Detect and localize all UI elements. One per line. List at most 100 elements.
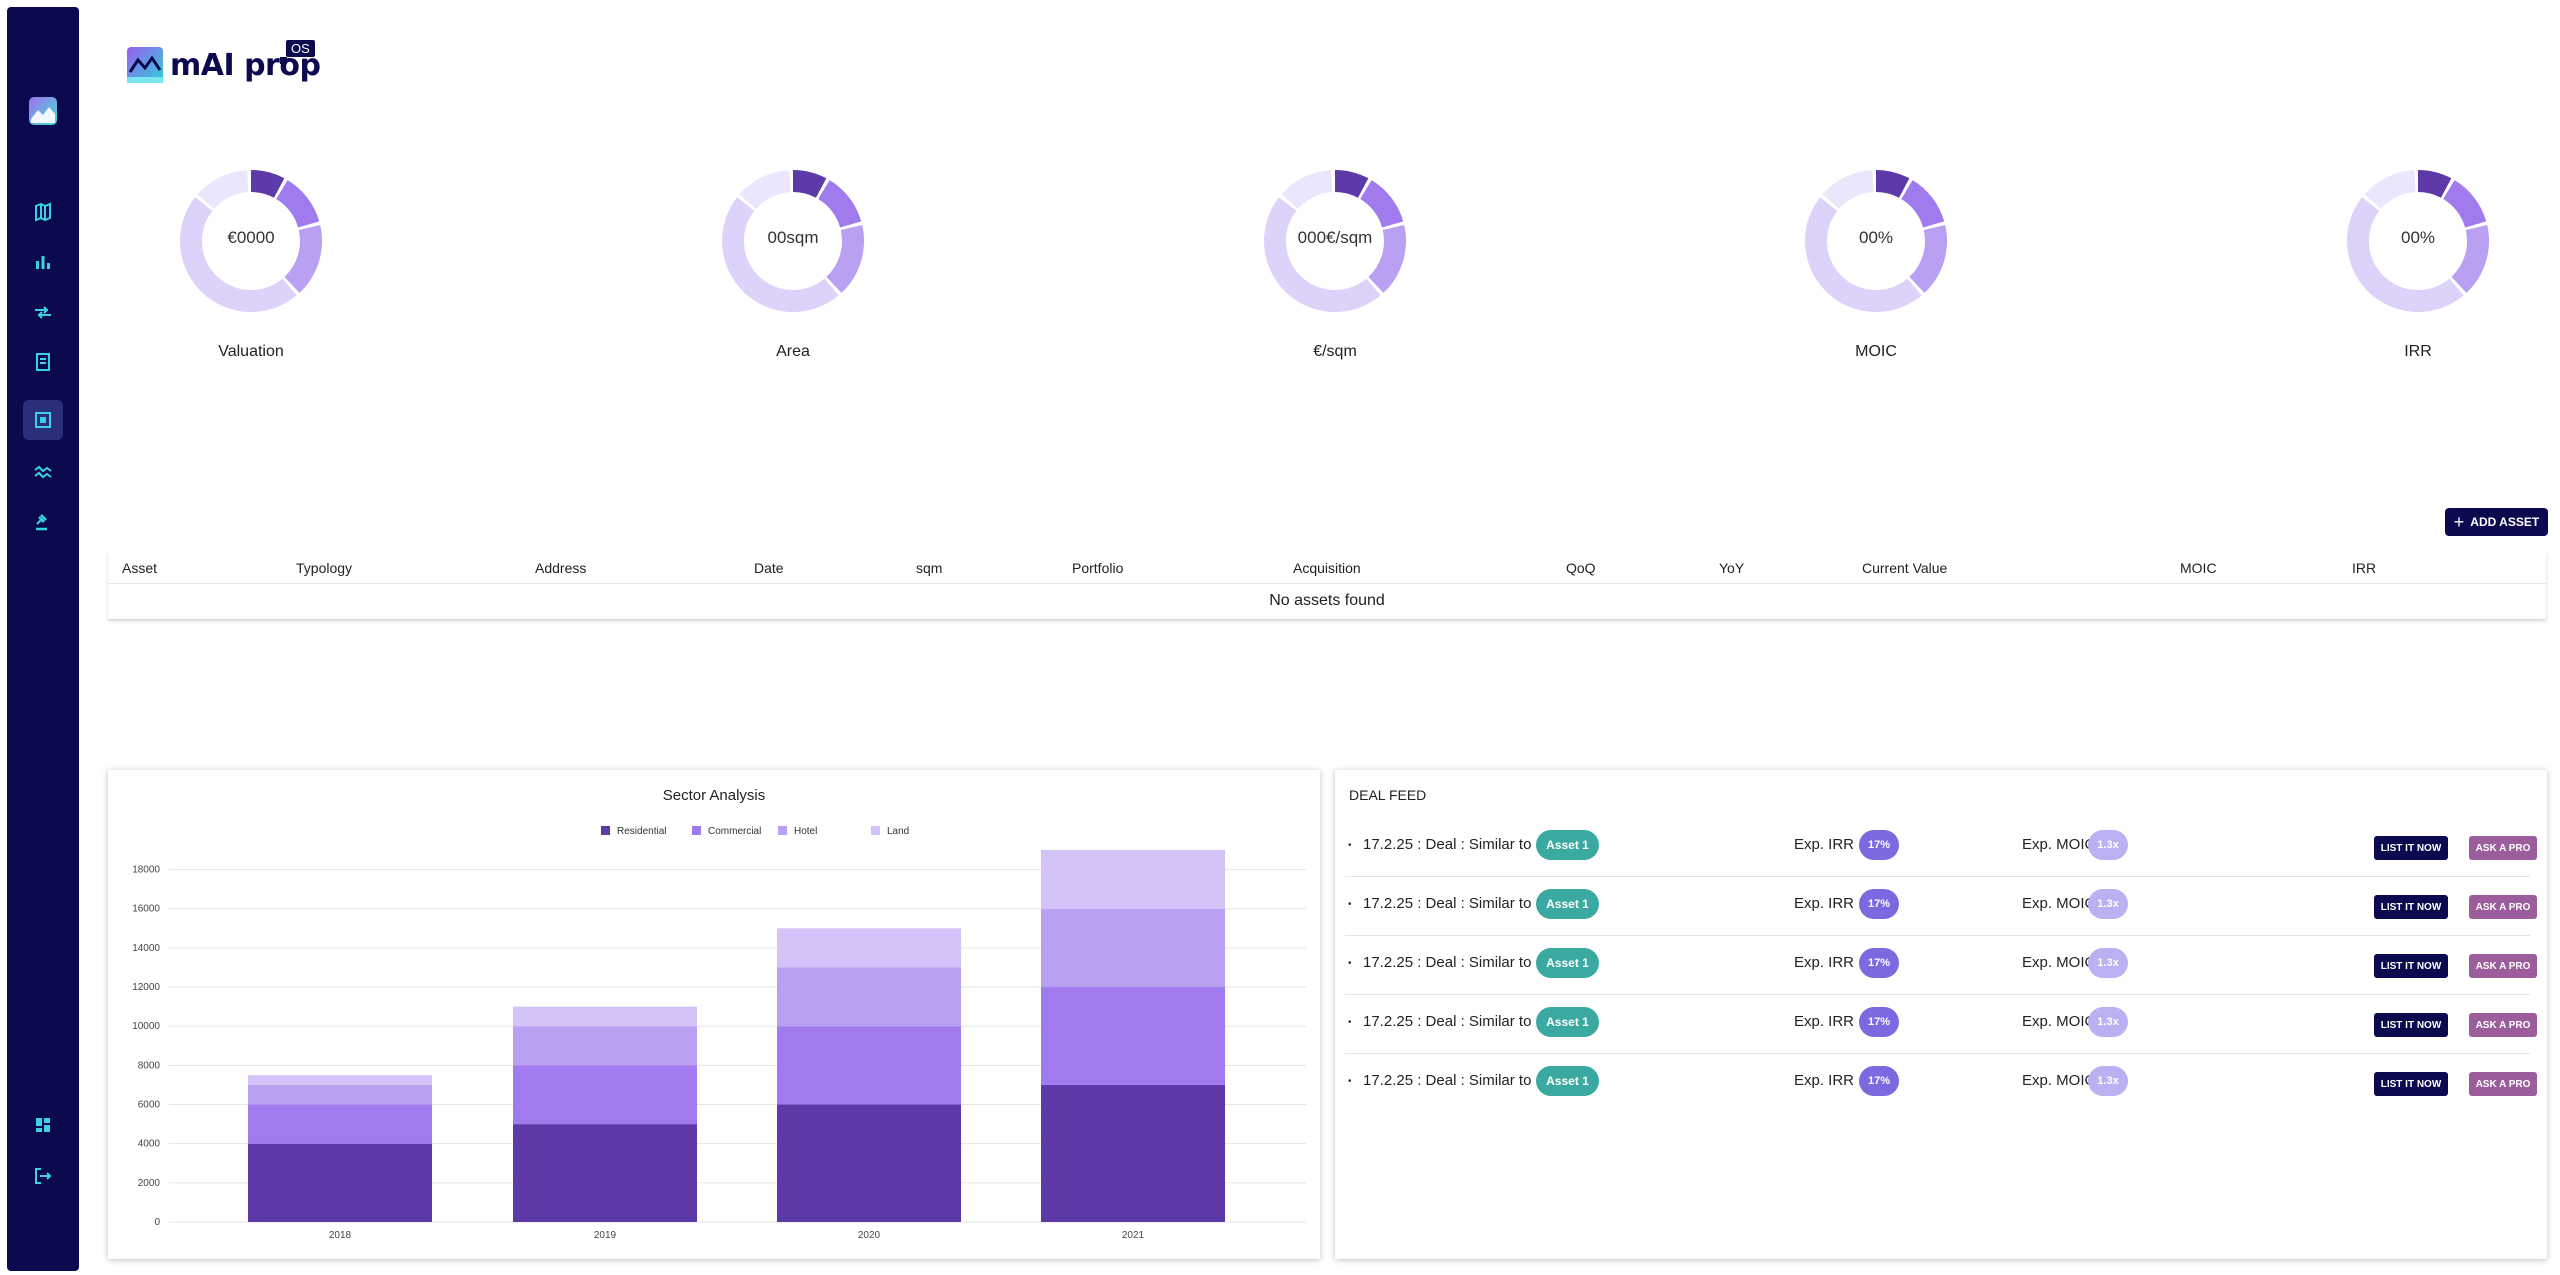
exp-irr-label: Exp. IRR : bbox=[1794, 954, 1863, 971]
kpi-donut bbox=[722, 170, 864, 312]
brand-badge: OS bbox=[286, 40, 315, 57]
legend-label-residential: Residential bbox=[617, 826, 666, 837]
bar-hotel-2020 bbox=[777, 967, 961, 1027]
legend-swatch bbox=[778, 826, 787, 835]
bar-land-2018 bbox=[248, 1075, 432, 1085]
irr-badge: 17% bbox=[1859, 1007, 1899, 1037]
deal-feed-row: • 17.2.25 : Deal : Similar to Asset 1 Ex… bbox=[1345, 1054, 2537, 1113]
col-date[interactable]: Date bbox=[754, 560, 784, 576]
brand-dot bbox=[280, 57, 287, 64]
trend-icon[interactable] bbox=[23, 452, 63, 492]
bar-hotel-2018 bbox=[248, 1084, 432, 1105]
deal-feed-row: • 17.2.25 : Deal : Similar to Asset 1 Ex… bbox=[1345, 995, 2537, 1054]
col-moic[interactable]: MOIC bbox=[2180, 560, 2217, 576]
bar-chart-icon[interactable] bbox=[23, 242, 63, 282]
bar-commercial-2019 bbox=[513, 1065, 697, 1125]
deal-text: 17.2.25 : Deal : Similar to bbox=[1363, 1013, 1532, 1030]
exp-irr-label: Exp. IRR : bbox=[1794, 836, 1863, 853]
deal-text: 17.2.25 : Deal : Similar to bbox=[1363, 954, 1532, 971]
donut-segment bbox=[180, 197, 297, 312]
transfer-icon[interactable] bbox=[23, 292, 63, 332]
exp-moic-label: Exp. MOIC bbox=[2022, 836, 2096, 853]
kpi-label: €/sqm bbox=[1313, 343, 1357, 360]
list-it-now-button[interactable]: LIST IT NOW bbox=[2374, 954, 2448, 978]
bullet-icon: • bbox=[1348, 840, 1352, 851]
exp-moic-label: Exp. MOIC bbox=[2022, 895, 2096, 912]
logout-icon[interactable] bbox=[23, 1156, 63, 1196]
kpi-label: MOIC bbox=[1855, 343, 1897, 360]
deal-feed-row: • 17.2.25 : Deal : Similar to Asset 1 Ex… bbox=[1345, 877, 2537, 936]
gavel-icon[interactable] bbox=[23, 502, 63, 542]
donut-segment bbox=[1909, 225, 1947, 293]
deal-text: 17.2.25 : Deal : Similar to bbox=[1363, 836, 1532, 853]
exp-moic-label: Exp. MOIC bbox=[2022, 1013, 2096, 1030]
donut-segment bbox=[2347, 197, 2464, 312]
donut-segment bbox=[2364, 170, 2416, 210]
asset-badge[interactable]: Asset 1 bbox=[1536, 948, 1599, 978]
table-header: Asset Typology Address Date sqm Portfoli… bbox=[108, 552, 2546, 584]
list-it-now-button[interactable]: LIST IT NOW bbox=[2374, 895, 2448, 919]
moic-badge: 1.3x bbox=[2088, 1007, 2128, 1037]
donut-segment bbox=[1822, 170, 1874, 210]
map-icon[interactable] bbox=[23, 192, 63, 232]
moic-badge: 1.3x bbox=[2088, 889, 2128, 919]
donut-segment bbox=[250, 170, 285, 198]
col-sqm[interactable]: sqm bbox=[916, 560, 943, 576]
col-qoq[interactable]: QoQ bbox=[1566, 560, 1596, 576]
moic-badge: 1.3x bbox=[2088, 830, 2128, 860]
ask-a-pro-button[interactable]: ASK A PRO bbox=[2469, 954, 2537, 978]
col-irr[interactable]: IRR bbox=[2352, 560, 2377, 576]
bar-commercial-2020 bbox=[777, 1026, 961, 1105]
ask-a-pro-button[interactable]: ASK A PRO bbox=[2469, 895, 2537, 919]
col-acquisition[interactable]: Acquisition bbox=[1293, 560, 1361, 576]
exp-moic-label: Exp. MOIC bbox=[2022, 954, 2096, 971]
app-logo-icon[interactable] bbox=[27, 95, 59, 127]
bar-commercial-2021 bbox=[1041, 987, 1225, 1085]
asset-badge[interactable]: Asset 1 bbox=[1536, 830, 1599, 860]
asset-badge[interactable]: Asset 1 bbox=[1536, 889, 1599, 919]
list-it-now-button[interactable]: LIST IT NOW bbox=[2374, 1072, 2448, 1096]
asset-badge[interactable]: Asset 1 bbox=[1536, 1066, 1599, 1096]
legend-label-commercial: Commercial bbox=[708, 826, 761, 837]
asset-badge[interactable]: Asset 1 bbox=[1536, 1007, 1599, 1037]
brand-logo: mAI prop bbox=[126, 40, 321, 90]
dashboard-icon[interactable] bbox=[23, 1105, 63, 1145]
donut-segment bbox=[817, 180, 862, 229]
col-asset[interactable]: Asset bbox=[122, 560, 158, 576]
empty-state: No assets found bbox=[1269, 592, 1385, 609]
deal-feed-row: • 17.2.25 : Deal : Similar to Asset 1 Ex… bbox=[1345, 818, 2537, 877]
kpi-label: Area bbox=[776, 343, 810, 360]
asset-table: Asset Typology Address Date sqm Portfoli… bbox=[108, 552, 2546, 619]
ask-a-pro-button[interactable]: ASK A PRO bbox=[2469, 1072, 2537, 1096]
list-it-now-button[interactable]: LIST IT NOW bbox=[2374, 836, 2448, 860]
sector-analysis-card: Sector Analysis Residential Commercial Hote… bbox=[108, 770, 1320, 1259]
legend-swatch bbox=[601, 826, 610, 835]
donut-segment bbox=[1281, 170, 1333, 210]
col-typology[interactable]: Typology bbox=[296, 560, 353, 576]
col-address[interactable]: Address bbox=[535, 560, 587, 576]
kpi-value: 000€/sqm bbox=[1297, 228, 1373, 247]
document-icon[interactable] bbox=[23, 342, 63, 382]
add-asset-button[interactable]: + ADD ASSET bbox=[2445, 508, 2548, 536]
chart-title: Sector Analysis bbox=[663, 787, 766, 804]
donut-segment bbox=[1805, 197, 1922, 312]
kpi-price-per-sqm: 000€/sqm €/sqm bbox=[1260, 166, 1410, 361]
y-tick-label: 8000 bbox=[138, 1060, 161, 1071]
list-it-now-button[interactable]: LIST IT NOW bbox=[2374, 1013, 2448, 1037]
col-portfolio[interactable]: Portfolio bbox=[1072, 560, 1124, 576]
irr-badge: 17% bbox=[1859, 948, 1899, 978]
irr-badge: 17% bbox=[1859, 830, 1899, 860]
portfolio-icon[interactable] bbox=[23, 400, 63, 440]
x-tick-label: 2021 bbox=[1122, 1230, 1145, 1241]
y-tick-label: 18000 bbox=[132, 865, 160, 876]
bar-commercial-2018 bbox=[248, 1104, 432, 1144]
col-yoy[interactable]: YoY bbox=[1719, 560, 1745, 576]
brand-mountain-icon bbox=[127, 47, 163, 83]
donut-segment bbox=[197, 170, 249, 210]
col-current-value[interactable]: Current Value bbox=[1862, 560, 1948, 576]
ask-a-pro-button[interactable]: ASK A PRO bbox=[2469, 1013, 2537, 1037]
kpi-label: IRR bbox=[2404, 343, 2432, 360]
bar-land-2019 bbox=[513, 1006, 697, 1027]
kpi-value: 00% bbox=[1858, 228, 1894, 247]
ask-a-pro-button[interactable]: ASK A PRO bbox=[2469, 836, 2537, 860]
